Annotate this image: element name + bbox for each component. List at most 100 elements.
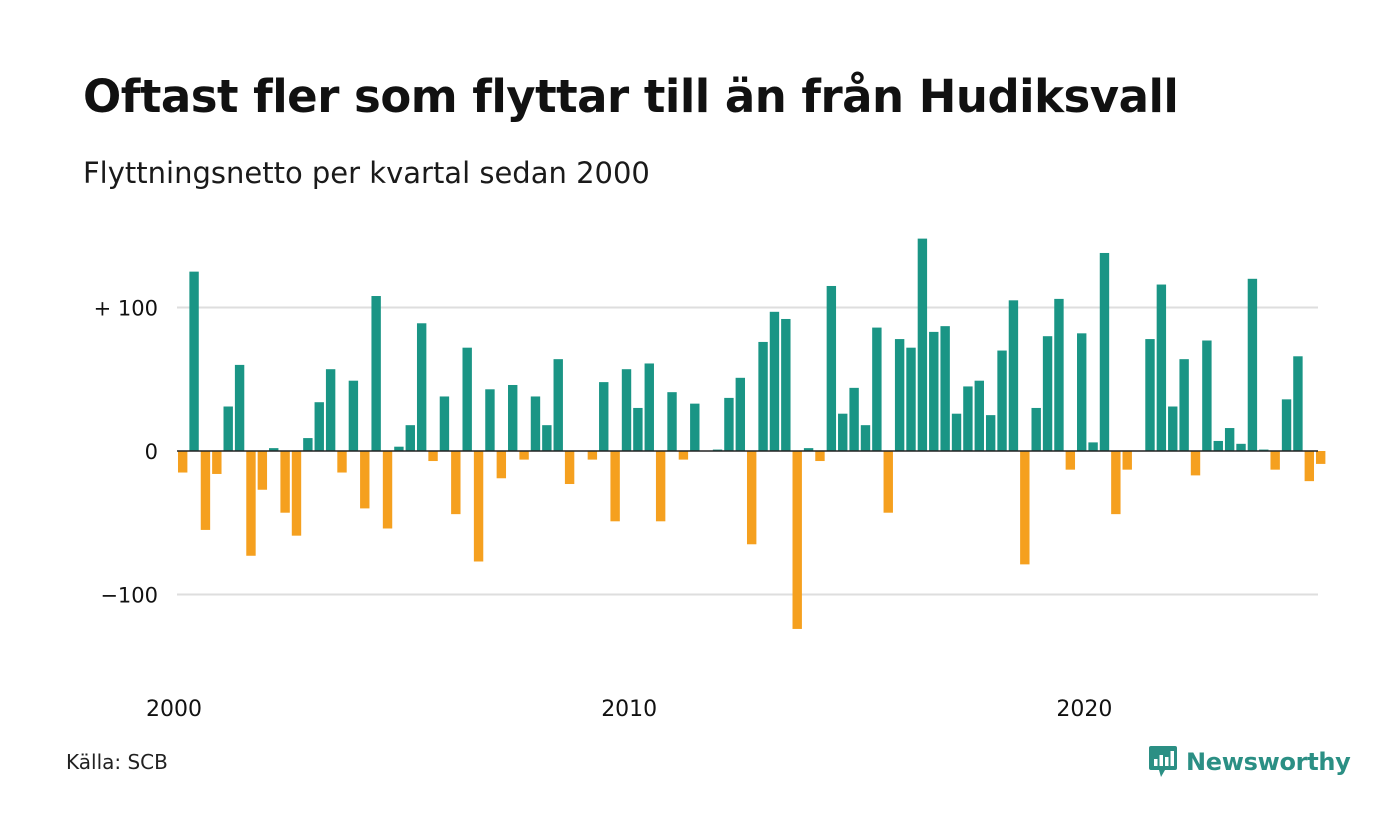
brand-name: Newsworthy <box>1186 748 1351 776</box>
bar <box>553 359 563 451</box>
bar <box>257 451 268 490</box>
bar <box>599 382 609 451</box>
bar <box>246 451 256 556</box>
bar <box>394 446 404 451</box>
bar <box>542 425 552 451</box>
bar <box>519 451 529 460</box>
y-tick-label: −100 <box>100 584 158 608</box>
bar <box>1031 407 1041 451</box>
bar <box>462 347 472 451</box>
bar <box>633 407 643 451</box>
bar <box>1247 278 1258 451</box>
bar <box>792 451 802 629</box>
bar <box>758 341 768 451</box>
grid-lines <box>177 306 1318 596</box>
bar <box>212 451 222 474</box>
bar <box>1042 336 1053 451</box>
bar <box>337 451 347 473</box>
bar <box>1304 451 1315 482</box>
bar <box>189 271 199 452</box>
bar <box>894 339 905 451</box>
bar <box>985 415 996 452</box>
bar <box>644 363 654 451</box>
bar <box>1202 340 1212 451</box>
y-tick-label: 0 <box>145 440 158 464</box>
bar <box>473 451 484 562</box>
bar <box>917 238 928 451</box>
bar <box>1008 300 1019 451</box>
bar <box>1281 399 1292 451</box>
bar <box>485 389 495 452</box>
bar <box>769 311 780 451</box>
x-tick-label: 2010 <box>601 697 657 722</box>
bar <box>200 451 211 530</box>
bar <box>1190 451 1201 476</box>
bar <box>997 350 1007 451</box>
bar <box>1020 451 1030 565</box>
bar <box>1088 442 1098 451</box>
bar <box>451 451 461 515</box>
bar <box>974 380 984 451</box>
bar <box>1293 356 1303 451</box>
axes: + 100 0 −100 2000 2010 2020 <box>94 297 1318 722</box>
bar <box>735 377 746 451</box>
bar <box>439 396 450 451</box>
bar <box>1065 451 1076 470</box>
bar <box>496 451 507 479</box>
bar <box>325 369 336 451</box>
bar <box>724 397 734 451</box>
bar <box>1213 440 1223 451</box>
bar <box>929 331 939 451</box>
bar <box>1168 406 1178 451</box>
bar <box>1270 451 1280 470</box>
bar <box>1224 428 1235 451</box>
bar <box>1099 252 1110 451</box>
bar <box>314 402 324 451</box>
bar <box>371 296 381 451</box>
bar <box>838 413 848 451</box>
source-note: Källa: SCB <box>66 750 168 774</box>
bar <box>280 451 290 513</box>
bar <box>667 392 677 452</box>
bar <box>382 451 393 529</box>
bar-chart: + 100 0 −100 2000 2010 2020 <box>94 238 1326 722</box>
bar <box>906 347 916 451</box>
bar <box>1054 298 1064 451</box>
bar <box>678 451 689 460</box>
x-tick-label: 2000 <box>146 697 202 722</box>
bar <box>815 451 825 462</box>
bar <box>428 451 438 462</box>
newsworthy-logo: Newsworthy <box>1148 744 1351 780</box>
bar <box>621 369 632 451</box>
bar <box>951 413 962 451</box>
bar <box>416 323 427 451</box>
bar <box>940 326 950 451</box>
bar <box>610 451 620 522</box>
bar <box>849 387 859 451</box>
bar <box>690 403 700 451</box>
bar <box>508 384 518 451</box>
bar <box>291 451 302 536</box>
bar <box>963 386 973 452</box>
bar <box>530 396 541 451</box>
bar <box>883 451 893 513</box>
bar <box>1122 451 1132 470</box>
bar <box>1315 451 1326 464</box>
bar <box>1236 443 1246 451</box>
y-tick-label: + 100 <box>94 297 158 321</box>
chart-subtitle: Flyttningsnetto per kvartal sedan 2000 <box>83 156 650 190</box>
bar <box>1111 451 1121 515</box>
bar <box>746 451 757 545</box>
bar <box>872 327 882 451</box>
bar <box>1077 333 1087 451</box>
bar <box>587 451 598 460</box>
bar <box>269 448 279 451</box>
bar <box>860 425 871 451</box>
x-tick-label: 2020 <box>1056 697 1112 722</box>
bar <box>781 318 791 451</box>
bars <box>177 238 1326 629</box>
bar <box>405 425 415 451</box>
chart-title: Oftast fler som flyttar till än från Hud… <box>83 70 1179 123</box>
bar <box>564 451 575 485</box>
newsworthy-chart-bubble-icon <box>1149 746 1177 777</box>
